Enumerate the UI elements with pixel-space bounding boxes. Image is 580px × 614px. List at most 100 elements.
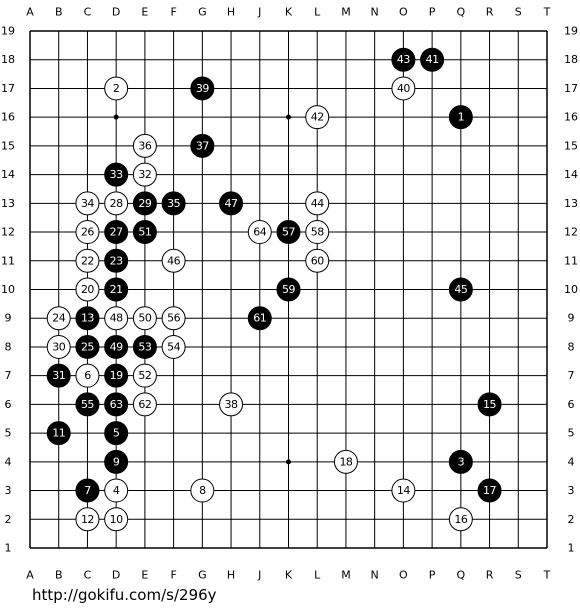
stone: 57 (276, 220, 301, 245)
row-label: 9 (5, 312, 12, 325)
column-label: G (198, 569, 207, 582)
move-number: 32 (138, 168, 151, 181)
stone: 7 (75, 478, 100, 503)
row-label: 5 (5, 427, 12, 440)
white-stone (247, 220, 272, 245)
row-label: 4 (5, 455, 12, 468)
black-stone (448, 449, 473, 474)
column-label: F (170, 569, 176, 582)
white-stone (104, 478, 129, 503)
stone: 41 (420, 47, 445, 72)
move-number: 46 (167, 254, 180, 267)
row-label: 14 (564, 168, 578, 181)
move-number: 44 (311, 197, 324, 210)
column-label: D (112, 6, 120, 19)
row-label: 5 (568, 427, 575, 440)
black-stone (247, 306, 272, 331)
white-stone (75, 507, 100, 532)
stone: 63 (104, 392, 129, 417)
row-label: 4 (568, 455, 575, 468)
row-label: 11 (564, 254, 578, 267)
stone: 1 (448, 105, 473, 130)
black-stone (46, 421, 71, 446)
row-label: 6 (5, 398, 12, 411)
stone: 25 (75, 334, 100, 359)
column-label: S (515, 6, 522, 19)
white-stone (305, 105, 330, 130)
column-label: C (84, 6, 92, 19)
stone: 19 (104, 363, 129, 388)
move-number: 59 (282, 283, 295, 296)
move-number: 26 (81, 226, 94, 239)
stone: 27 (104, 220, 129, 245)
move-number: 62 (138, 398, 151, 411)
column-label: L (314, 6, 321, 19)
move-number: 58 (311, 226, 324, 239)
column-label: O (399, 6, 408, 19)
stone: 42 (305, 105, 330, 130)
stone: 3 (448, 449, 473, 474)
move-number: 10 (110, 513, 123, 526)
move-number: 7 (84, 484, 91, 497)
move-number: 39 (196, 82, 209, 95)
move-number: 34 (81, 197, 94, 210)
star-point (286, 114, 291, 120)
column-label: L (314, 569, 321, 582)
row-label: 6 (568, 398, 575, 411)
column-label: B (55, 6, 63, 19)
move-number: 15 (483, 398, 496, 411)
move-number: 19 (110, 369, 123, 382)
column-label: D (112, 569, 120, 582)
stone: 30 (46, 334, 71, 359)
column-label: G (198, 6, 207, 19)
black-stone (132, 220, 157, 245)
column-label: N (371, 6, 379, 19)
move-number: 6 (84, 369, 91, 382)
row-label: 17 (1, 82, 15, 95)
column-label: R (486, 569, 494, 582)
stone: 31 (46, 363, 71, 388)
move-number: 51 (138, 226, 151, 239)
star-point (113, 114, 119, 120)
column-label: N (371, 569, 379, 582)
move-number: 5 (113, 427, 120, 440)
move-number: 47 (225, 197, 238, 210)
column-label: T (543, 569, 551, 582)
column-label: S (515, 569, 522, 582)
row-label: 1 (568, 542, 575, 555)
white-stone (161, 306, 186, 331)
stone: 8 (190, 478, 215, 503)
column-label: Q (456, 569, 465, 582)
stone: 11 (46, 421, 71, 446)
move-number: 38 (225, 398, 238, 411)
row-label: 15 (564, 139, 578, 152)
stone: 34 (75, 191, 100, 216)
move-number: 18 (339, 455, 352, 468)
black-stone (104, 334, 129, 359)
move-number: 61 (253, 312, 266, 325)
move-number: 49 (110, 340, 123, 353)
move-number: 40 (397, 82, 410, 95)
white-stone (104, 191, 129, 216)
stone: 53 (132, 334, 157, 359)
black-stone (448, 105, 473, 130)
column-label: K (285, 569, 293, 582)
move-number: 57 (282, 226, 295, 239)
stone: 39 (190, 76, 215, 101)
stone: 58 (305, 220, 330, 245)
stone: 61 (247, 306, 272, 331)
stone: 17 (477, 478, 502, 503)
move-number: 43 (397, 53, 410, 66)
black-stone (477, 478, 502, 503)
move-number: 37 (196, 139, 209, 152)
stone: 55 (75, 392, 100, 417)
stone: 32 (132, 162, 157, 187)
white-stone (104, 76, 129, 101)
white-stone (132, 392, 157, 417)
stone: 35 (161, 191, 186, 216)
coordinates: AABBCCDDEEFFGGHHJJKKLLMMNNOOPPQQRRSSTT19… (1, 6, 578, 582)
black-stone (190, 76, 215, 101)
